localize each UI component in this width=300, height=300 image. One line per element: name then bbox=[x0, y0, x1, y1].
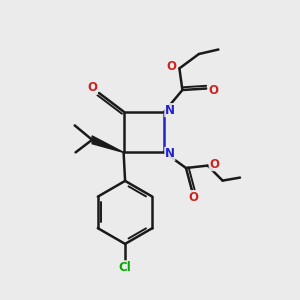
Text: N: N bbox=[165, 103, 175, 117]
Text: N: N bbox=[165, 147, 175, 161]
Text: O: O bbox=[166, 60, 176, 74]
Text: O: O bbox=[188, 190, 199, 204]
Text: O: O bbox=[208, 83, 218, 97]
Text: O: O bbox=[209, 158, 219, 171]
Polygon shape bbox=[92, 136, 124, 152]
Text: O: O bbox=[87, 81, 98, 94]
Text: Cl: Cl bbox=[119, 261, 131, 274]
